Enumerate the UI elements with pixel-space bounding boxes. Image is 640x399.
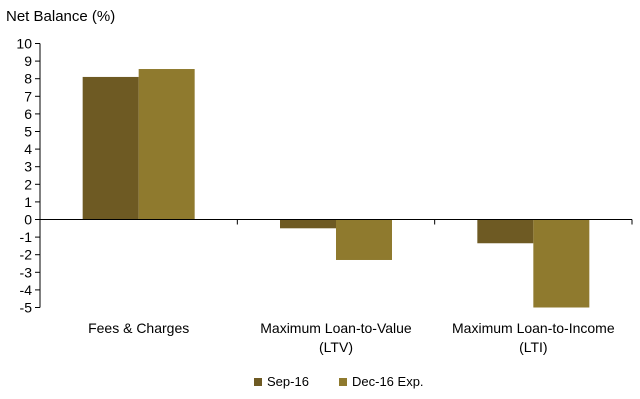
y-tick-label: 10 [16,36,32,52]
category-label-line: Fees & Charges [88,320,189,336]
category-label: Fees & Charges [88,320,189,336]
y-tick-label: 0 [24,212,32,228]
y-tick-label: 1 [24,194,32,210]
y-tick-label: 2 [24,176,32,192]
y-tick-label: -3 [20,264,33,280]
category-label: Maximum Loan-to-Value (LTV) [260,320,412,355]
bar [477,219,534,244]
y-tick-label: 8 [24,71,32,87]
y-axis-title: Net Balance (%) [6,8,115,25]
y-tick-label: -2 [20,247,33,263]
y-tick-label: -1 [20,229,33,245]
legend: Sep-16 Dec-16 Exp. [254,374,424,389]
y-tick-label: 7 [24,88,32,104]
y-tick-label: 5 [24,124,32,140]
legend-label: Dec-16 Exp. [352,374,424,389]
category-label-line: Maximum Loan-to-Value [260,320,412,336]
y-tick-label: 4 [24,141,32,157]
y-tick-label: 9 [24,53,32,69]
y-tick-label: 3 [24,159,32,175]
y-tick-label: -4 [20,282,33,298]
bar [533,219,590,308]
bar [280,219,336,229]
category-label-line: (LTV) [319,339,353,355]
y-tick-label: 6 [24,106,32,122]
bar [336,219,392,260]
bar [82,76,139,220]
plot-area [82,69,590,308]
category-label-line: Maximum Loan-to-Income [452,320,615,336]
legend-swatch [254,378,262,386]
bar [138,69,195,220]
category-label-line: (LTI) [519,339,548,355]
legend-label: Sep-16 [267,374,309,389]
y-tick-label: -5 [20,300,33,316]
category-label: Maximum Loan-to-Income (LTI) [452,320,615,355]
x-axis: Fees & Charges Maximum Loan-to-Value (LTV)… [39,219,633,355]
legend-swatch [339,378,347,386]
